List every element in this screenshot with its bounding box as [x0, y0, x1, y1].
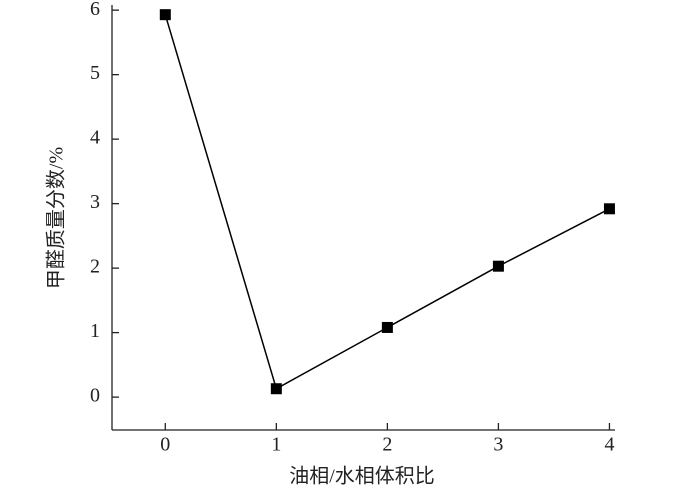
x-tick-label: 3	[493, 434, 503, 456]
y-tick-label: 1	[90, 320, 100, 342]
x-tick-label: 4	[604, 434, 614, 456]
x-tick-label: 2	[382, 434, 392, 456]
marker	[603, 203, 615, 215]
x-tick-label: 0	[160, 434, 170, 456]
y-tick-label: 4	[90, 127, 100, 149]
x-tick-label: 1	[271, 434, 281, 456]
y-axis-label: 甲醛质量分数/%	[45, 147, 68, 289]
marker	[159, 9, 171, 21]
y-tick-label: 6	[90, 0, 100, 20]
marker	[492, 260, 504, 272]
y-tick-label: 2	[90, 256, 100, 278]
y-tick-label: 3	[90, 191, 100, 213]
x-axis-label: 油相/水相体积比	[289, 465, 435, 488]
marker	[270, 383, 282, 395]
y-tick-label: 5	[90, 62, 100, 84]
y-tick-label: 0	[90, 385, 100, 407]
marker	[381, 321, 393, 333]
